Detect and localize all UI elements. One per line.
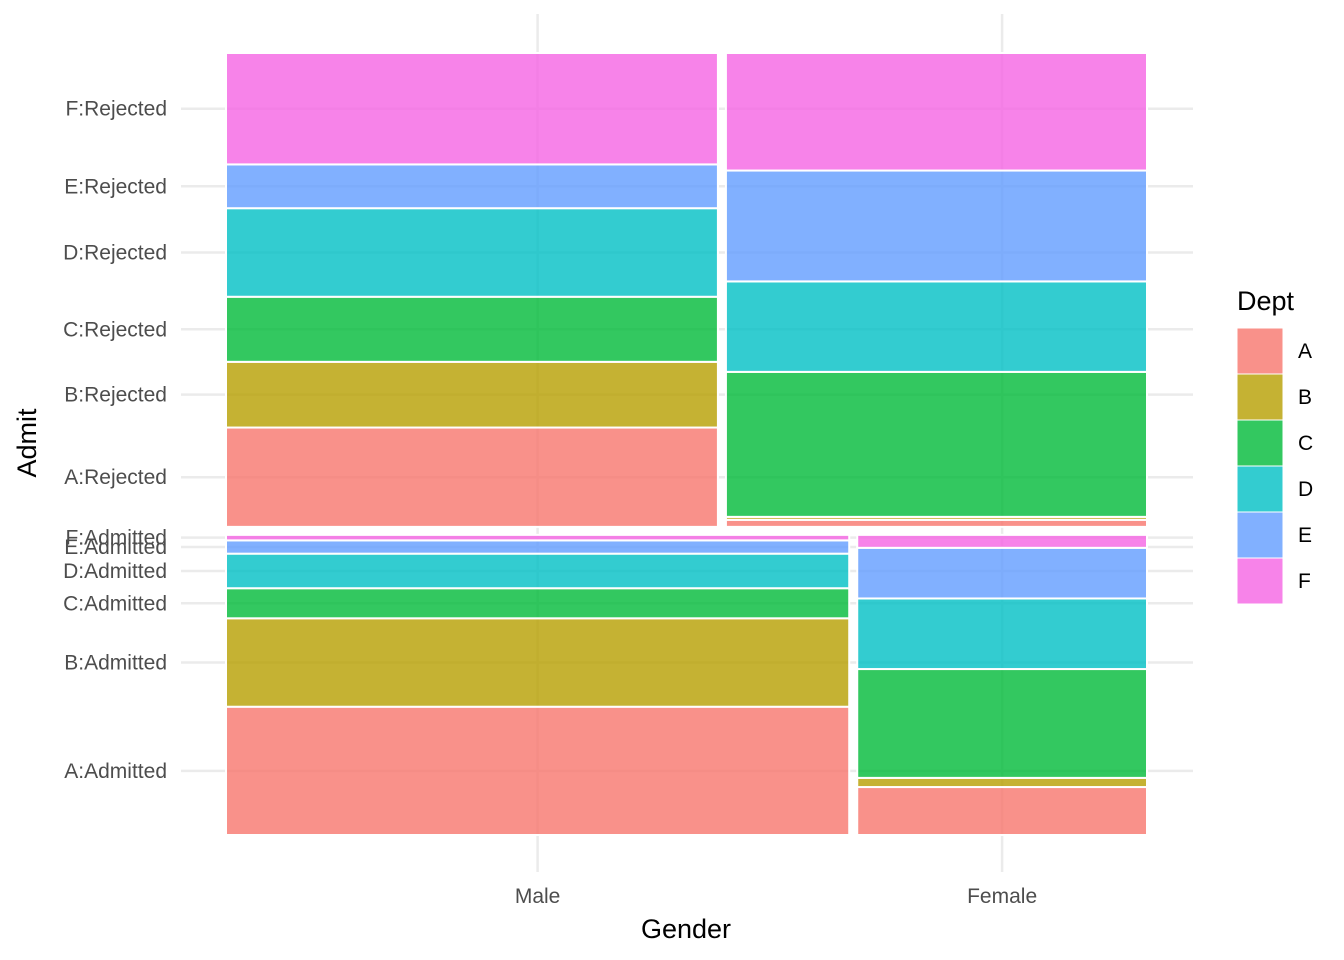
tile-female-admitted-c <box>856 668 1148 779</box>
tile-male-rejected-f <box>225 52 719 166</box>
y-tick-label: C:Rejected <box>63 318 167 341</box>
tile-male-admitted-e <box>225 539 851 555</box>
y-tick-label: D:Admitted <box>63 560 167 583</box>
x-tick-label-female: Female <box>967 885 1037 908</box>
y-tick-label: A:Rejected <box>64 466 167 489</box>
tile-male-rejected-c <box>225 295 719 363</box>
tile-male-rejected-d <box>225 207 719 298</box>
tile-male-admitted-c <box>225 587 851 620</box>
legend-key-e <box>1236 511 1284 559</box>
y-tick-label: F:Admitted <box>65 527 167 550</box>
tile-female-rejected-f <box>724 52 1148 172</box>
y-tick-label: E:Rejected <box>64 175 167 198</box>
tile-female-admitted-f <box>856 533 1148 549</box>
tile-female-rejected-d <box>724 280 1148 373</box>
y-tick-label: F:Rejected <box>65 98 167 121</box>
x-tick-labels: Male Female <box>515 885 1037 908</box>
legend-label-a: A <box>1298 340 1312 363</box>
mosaic-tiles <box>225 52 1148 836</box>
legend-label-e: E <box>1298 524 1312 547</box>
y-tick-label: C:Admitted <box>63 592 167 615</box>
legend-key-f <box>1236 557 1284 605</box>
legend-label-b: B <box>1298 386 1312 409</box>
tile-male-rejected-e <box>225 163 719 210</box>
tile-female-admitted-a <box>856 786 1148 836</box>
tile-male-admitted-b <box>225 617 851 708</box>
y-tick-label: D:Rejected <box>63 241 167 264</box>
tile-male-admitted-f <box>225 533 851 542</box>
x-axis-title: Gender <box>641 914 731 944</box>
legend-title: Dept <box>1237 286 1295 316</box>
tile-male-admitted-a <box>225 705 851 836</box>
tile-female-admitted-d <box>856 597 1148 671</box>
tile-female-admitted-e <box>856 546 1148 600</box>
y-tick-labels: A:Admitted B:Admitted C:Admitted D:Admitted… <box>63 98 167 783</box>
tile-male-rejected-a <box>225 426 719 528</box>
y-tick-label: B:Admitted <box>64 652 167 675</box>
tile-female-rejected-c <box>724 370 1148 518</box>
x-tick-label-male: Male <box>515 885 561 908</box>
tile-female-rejected-e <box>724 169 1148 283</box>
tile-female-rejected-a <box>724 518 1148 528</box>
y-tick-label: E:Admitted <box>64 536 167 559</box>
tile-male-admitted-d <box>225 552 851 590</box>
y-axis-title: Admit <box>12 408 42 478</box>
y-tick-label: A:Admitted <box>64 760 167 783</box>
legend-label-d: D <box>1298 478 1313 501</box>
legend-label-c: C <box>1298 432 1313 455</box>
legend-key-c <box>1236 419 1284 467</box>
legend-key-b <box>1236 373 1284 421</box>
y-tick-label: B:Rejected <box>64 384 167 407</box>
tile-female-admitted-b <box>856 776 1148 789</box>
legend-label-f: F <box>1298 570 1311 593</box>
legend-key-a <box>1236 327 1284 375</box>
legend-key-d <box>1236 465 1284 513</box>
tile-male-rejected-b <box>225 360 719 429</box>
